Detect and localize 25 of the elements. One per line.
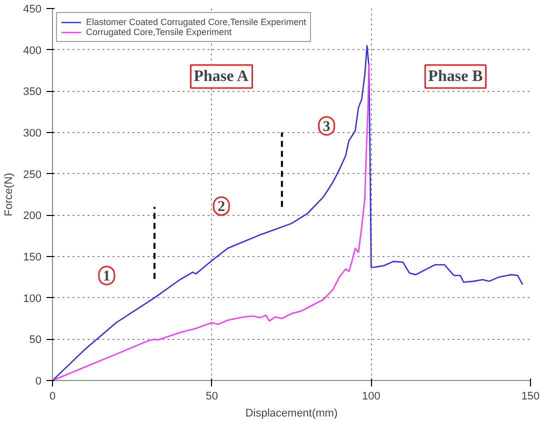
x-tick-label: 100: [362, 390, 380, 402]
y-tick-label: 0: [35, 376, 42, 388]
x-tick-label: 150: [521, 390, 540, 402]
y-tick-label: 400: [23, 44, 42, 57]
x-tick-label: 0: [49, 390, 56, 402]
line-series: [52, 63, 370, 380]
x-tick-label: 50: [206, 390, 218, 402]
y-tick-label: 50: [29, 334, 42, 346]
y-tick-label: 350: [23, 86, 42, 98]
annotation: 1: [102, 268, 110, 285]
annotation: 3: [322, 118, 330, 135]
y-tick-label: 200: [23, 210, 42, 222]
y-tick-label: 150: [23, 252, 42, 264]
legend-label: Elastomer Coated Corrugated Core,Tensile Experiment: [86, 17, 306, 27]
y-tick-label: 250: [23, 168, 42, 181]
y-tick-label: 300: [23, 128, 42, 140]
line-series: [52, 45, 524, 380]
y-tick-label: 100: [23, 292, 42, 305]
legend-label: Corrugated Core,Tensile Experiment: [86, 27, 232, 37]
annotation: Phase A: [194, 68, 249, 85]
x-axis-title: Displacement(mm): [245, 408, 338, 420]
annotation: 2: [218, 199, 226, 216]
y-axis-title: Force(N): [3, 172, 16, 216]
y-tick-label: 450: [23, 4, 42, 16]
annotation: Phase B: [428, 68, 484, 85]
